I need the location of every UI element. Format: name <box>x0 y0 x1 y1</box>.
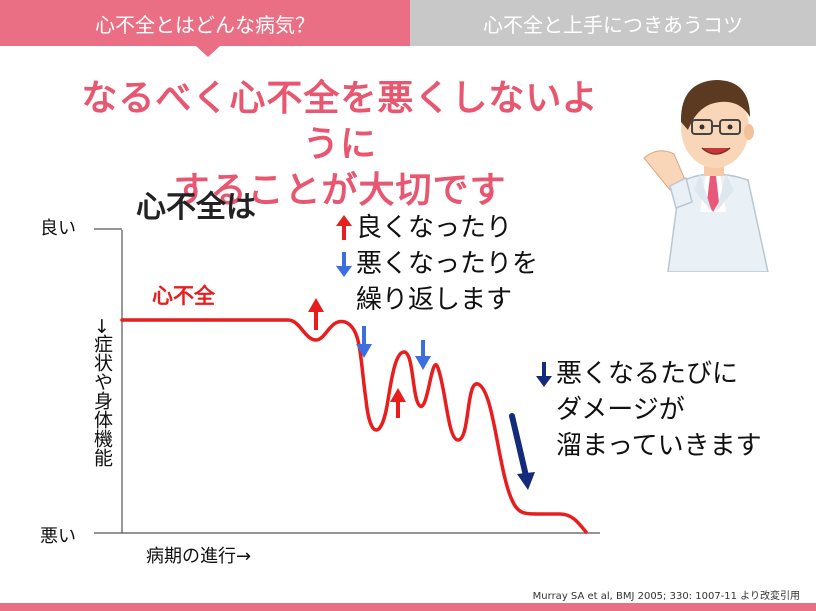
note-text: ダメージが <box>556 395 685 425</box>
headline: なるべく心不全を悪くしないように することが大切です <box>70 76 610 214</box>
bottom-bar <box>0 603 816 611</box>
heart-failure-curve <box>120 318 588 534</box>
tab-living-with-heart-failure[interactable]: 心不全と上手につきあうコツ <box>410 0 816 46</box>
damage-note: 悪くなるたびに ダメージが 溜まっていきます <box>534 356 762 464</box>
note-line: ダメージが <box>534 392 762 428</box>
down-arrow-icon <box>336 252 352 277</box>
note-line: 良くなったり <box>334 210 538 246</box>
tab-label: 心不全とはどんな病気？ <box>95 12 315 37</box>
note-text: 良くなったり <box>356 213 513 243</box>
tab-label: 心不全と上手につきあうコツ <box>483 12 743 37</box>
note-line: 悪くなるたびに <box>534 356 762 392</box>
axis-bad-label: 悪い <box>40 526 76 547</box>
fluctuation-note: 良くなったり 悪くなったりを 繰り返します <box>334 210 538 318</box>
y-axis-label: →症状や身体機能 <box>91 318 113 467</box>
series-label: 心不全 <box>152 284 215 308</box>
note-text: 溜まっていきます <box>556 431 762 461</box>
note-text: 悪くなったりを <box>356 249 539 279</box>
headline-line-2: することが大切です <box>173 170 507 211</box>
citation: Murray SA et al, BMJ 2005; 330: 1007-11 … <box>532 591 800 602</box>
note-line: 繰り返します <box>334 282 538 318</box>
down-arrow-icon <box>356 326 372 358</box>
up-arrow-icon <box>390 388 406 418</box>
section-title: 心不全は <box>136 190 256 225</box>
note-text: 悪くなるたびに <box>556 359 739 389</box>
note-line: 悪くなったりを <box>334 246 538 282</box>
note-text: 繰り返します <box>356 285 513 315</box>
up-arrow-icon <box>308 298 324 330</box>
active-tab-indicator <box>196 46 220 57</box>
headline-line-1: なるべく心不全を悪くしないように <box>81 78 599 165</box>
tab-about-heart-failure[interactable]: 心不全とはどんな病気？ <box>0 0 410 46</box>
axis-good-label: 良い <box>40 218 76 239</box>
note-line: 溜まっていきます <box>534 428 762 464</box>
damage-down-arrow-icon <box>509 413 535 490</box>
x-axis-label: 病期の進行→ <box>146 546 252 567</box>
down-arrow-icon <box>536 362 552 387</box>
up-arrow-icon <box>336 215 352 240</box>
doctor-illustration <box>643 80 769 272</box>
down-arrow-icon <box>415 340 431 370</box>
